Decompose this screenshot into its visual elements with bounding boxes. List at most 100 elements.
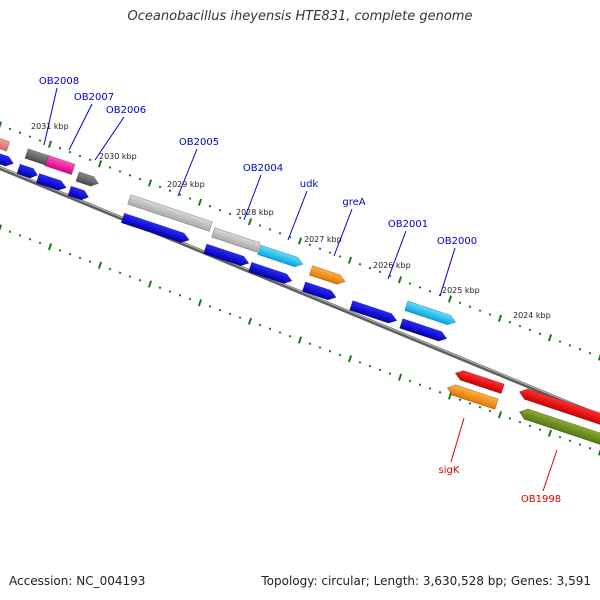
gene-segment[interactable] [518,387,600,428]
gene-segment[interactable] [248,261,294,285]
gene-segment[interactable] [399,318,449,344]
minor-tick [138,279,142,282]
gene-segment[interactable] [301,281,337,302]
major-tick [147,179,153,187]
minor-tick [458,301,462,305]
gene-segment[interactable] [67,185,90,202]
minor-tick [178,193,182,196]
gene-label[interactable]: OB2004 [243,163,283,174]
minor-tick [178,293,182,297]
minor-tick [578,443,582,446]
gene-segment[interactable] [127,194,213,232]
gene-segment[interactable] [404,300,457,327]
gene-label[interactable]: OB2007 [74,92,114,103]
minor-tick [528,328,532,332]
minor-tick [588,351,592,355]
minor-tick [468,305,472,308]
gene-leader-line [439,247,456,297]
minor-tick [428,387,432,390]
minor-tick [318,247,322,250]
gene-segment[interactable] [349,300,399,326]
minor-tick [8,230,12,233]
minor-tick [588,447,592,450]
minor-tick [538,332,542,336]
gene-label[interactable]: OB2000 [437,236,477,247]
minor-tick [138,177,142,181]
minor-tick [228,212,232,216]
gene-label[interactable]: udk [300,179,319,190]
minor-tick [88,158,92,162]
gene-segment[interactable] [454,368,505,395]
major-tick [597,353,600,361]
minor-tick [378,368,382,372]
major-tick [497,314,503,322]
major-tick [447,392,453,400]
gene-label[interactable]: OB2001 [388,219,428,230]
minor-tick [558,340,562,343]
gene-segment[interactable] [24,148,50,166]
kbp-marker-label: 2025 kbp [442,286,480,295]
major-tick [47,243,53,251]
gene-segment[interactable] [203,243,251,268]
minor-tick [428,290,432,293]
minor-tick [188,197,192,200]
gene-label[interactable]: OB2005 [179,137,219,148]
major-tick [347,256,353,264]
minor-tick [58,146,62,150]
gene-leader-line [68,103,93,151]
minor-tick [118,170,122,173]
kbp-marker-label: 2026 kbp [373,261,411,270]
gene-segment[interactable] [211,227,261,253]
gene-label[interactable]: sigK [439,465,460,476]
minor-tick [258,224,262,227]
gene-segment[interactable] [0,130,11,152]
minor-tick [18,131,22,134]
minor-tick [108,166,112,169]
kbp-marker-label: 2027 kbp [304,235,342,244]
minor-tick [488,313,492,316]
minor-tick [368,364,372,368]
minor-tick [78,256,82,260]
minor-tick [528,424,532,428]
minor-tick [258,323,262,327]
gene-segment[interactable] [44,154,76,176]
minor-tick [338,255,342,258]
gene-leader-line [450,417,465,463]
gene-label[interactable]: greA [342,197,365,208]
minor-tick [88,260,92,263]
minor-tick [578,348,582,351]
minor-tick [408,379,412,383]
gene-segment[interactable] [16,163,39,180]
minor-tick [28,135,32,138]
gene-leader-line [387,230,407,280]
gene-label[interactable]: OB1998 [521,494,561,505]
gene-segment[interactable] [518,407,600,448]
gene-segment[interactable] [120,212,191,245]
map-title: Oceanobacillus iheyensis HTE831, complet… [127,9,473,24]
minor-tick [18,234,22,237]
gene-leader-line [243,174,262,221]
minor-tick [458,398,462,401]
major-tick [297,336,303,344]
major-tick [547,429,553,437]
minor-tick [168,189,172,192]
minor-tick [228,312,232,316]
gene-label[interactable]: OB2008 [39,76,79,87]
gene-label[interactable]: OB2006 [106,105,146,116]
gene-segment[interactable] [308,265,346,287]
major-tick [347,355,353,363]
kbp-marker-label: 2030 kbp [99,152,137,161]
gene-segment[interactable] [0,151,15,168]
minor-tick [568,344,572,347]
gene-segment[interactable] [35,173,68,193]
major-tick [247,317,253,325]
minor-tick [218,308,222,312]
gene-segment[interactable] [446,383,499,410]
gene-segment[interactable] [257,244,305,269]
gene-segment[interactable] [75,171,100,188]
major-tick [0,224,3,232]
accession-label: Accession: NC_004193 [9,574,146,588]
kbp-marker-label: 2024 kbp [513,311,551,320]
